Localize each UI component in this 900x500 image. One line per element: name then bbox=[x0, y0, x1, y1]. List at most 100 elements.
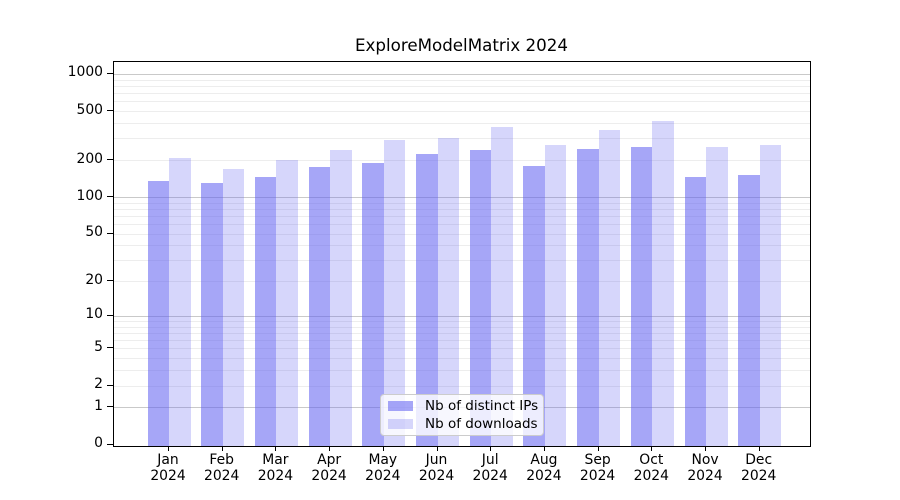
bar-downloads-nov-2024 bbox=[706, 147, 728, 446]
x-tick-label-jul-2024: Jul 2024 bbox=[472, 452, 508, 484]
gridline-2 bbox=[114, 385, 810, 387]
gridline-10 bbox=[114, 315, 810, 317]
gridline-600 bbox=[114, 101, 810, 103]
gridline-700 bbox=[114, 93, 810, 95]
x-tick-label-may-2024: May 2024 bbox=[365, 452, 401, 484]
bar-distinct-ips-apr-2024 bbox=[308, 167, 331, 446]
x-tick-jun-2024 bbox=[436, 446, 438, 451]
bar-downloads-jun-2024 bbox=[437, 137, 459, 446]
bar-distinct-ips-aug-2024 bbox=[523, 165, 545, 446]
gridline-50 bbox=[114, 233, 810, 235]
x-tick-label-apr-2024: Apr 2024 bbox=[311, 452, 347, 484]
x-tick-jan-2024 bbox=[168, 446, 169, 451]
bar-downloads-jul-2024 bbox=[491, 126, 513, 446]
x-tick-may-2024 bbox=[382, 446, 384, 451]
y-tick-1 bbox=[107, 406, 113, 408]
y-tick-label-1: 1 bbox=[94, 397, 103, 414]
bar-distinct-ips-jun-2024 bbox=[416, 153, 438, 446]
gridline-30 bbox=[114, 260, 810, 262]
bar-distinct-ips-jan-2024 bbox=[147, 181, 169, 446]
bar-distinct-ips-feb-2024 bbox=[201, 183, 223, 446]
y-tick-2 bbox=[107, 384, 113, 386]
bar-downloads-dec-2024 bbox=[759, 145, 782, 446]
y-tick-label-2: 2 bbox=[94, 376, 103, 393]
y-tick-200 bbox=[107, 159, 113, 161]
gridline-60 bbox=[114, 224, 810, 225]
gridline-900 bbox=[114, 79, 810, 81]
legend-label-distinct-ips: Nb of distinct IPs bbox=[425, 398, 539, 414]
bar-distinct-ips-may-2024 bbox=[362, 162, 384, 446]
y-tick-label-5: 5 bbox=[94, 338, 103, 355]
legend-label-downloads: Nb of downloads bbox=[425, 416, 538, 432]
y-tick-10 bbox=[107, 314, 113, 316]
gridline-40 bbox=[114, 245, 810, 247]
x-tick-label-dec-2024: Dec 2024 bbox=[741, 452, 777, 484]
x-tick-apr-2024 bbox=[329, 446, 331, 451]
x-tick-dec-2024 bbox=[758, 446, 760, 451]
y-tick-label-500: 500 bbox=[76, 101, 103, 118]
plot-area: Nb of distinct IPs Nb of downloads bbox=[113, 61, 811, 447]
bar-downloads-aug-2024 bbox=[544, 145, 567, 446]
gridline-1000 bbox=[114, 73, 810, 75]
gridline-300 bbox=[114, 138, 810, 140]
y-tick-0 bbox=[107, 443, 113, 445]
bar-downloads-sep-2024 bbox=[598, 130, 621, 446]
y-tick-500 bbox=[107, 110, 113, 112]
y-tick-label-50: 50 bbox=[85, 224, 103, 241]
bar-downloads-jan-2024 bbox=[169, 157, 191, 446]
x-tick-label-jun-2024: Jun 2024 bbox=[418, 452, 455, 484]
gridline-100 bbox=[114, 197, 810, 198]
legend-item-distinct-ips: Nb of distinct IPs bbox=[381, 398, 543, 414]
x-tick-label-feb-2024: Feb 2024 bbox=[204, 452, 240, 484]
x-tick-feb-2024 bbox=[221, 446, 223, 451]
bar-downloads-feb-2024 bbox=[222, 168, 245, 446]
gridline-70 bbox=[114, 215, 810, 217]
bar-downloads-oct-2024 bbox=[652, 121, 674, 446]
gridline-500 bbox=[114, 111, 810, 113]
gridline-3 bbox=[114, 370, 810, 372]
gridline-9 bbox=[114, 321, 810, 322]
legend-swatch-downloads bbox=[388, 419, 413, 429]
bar-distinct-ips-dec-2024 bbox=[738, 175, 760, 446]
x-tick-label-nov-2024: Nov 2024 bbox=[687, 452, 723, 484]
legend-item-downloads: Nb of downloads bbox=[381, 416, 543, 432]
y-tick-100 bbox=[107, 196, 113, 197]
x-tick-mar-2024 bbox=[275, 446, 277, 451]
y-tick-1000 bbox=[107, 72, 113, 74]
y-tick-label-100: 100 bbox=[76, 187, 103, 204]
x-tick-nov-2024 bbox=[705, 446, 706, 451]
x-tick-jul-2024 bbox=[490, 446, 492, 451]
bar-downloads-apr-2024 bbox=[330, 150, 352, 446]
bar-downloads-mar-2024 bbox=[276, 160, 298, 446]
bar-distinct-ips-mar-2024 bbox=[254, 177, 277, 446]
gridline-4 bbox=[114, 358, 810, 360]
y-tick-20 bbox=[107, 280, 113, 282]
gridline-400 bbox=[114, 123, 810, 124]
y-tick-50 bbox=[107, 232, 113, 234]
y-tick-5 bbox=[107, 347, 113, 349]
gridline-80 bbox=[114, 208, 810, 210]
y-tick-label-0: 0 bbox=[94, 435, 103, 451]
gridline-6 bbox=[114, 340, 810, 342]
bar-distinct-ips-sep-2024 bbox=[577, 149, 599, 446]
y-tick-label-20: 20 bbox=[85, 271, 103, 288]
gridline-200 bbox=[114, 160, 810, 162]
x-tick-label-sep-2024: Sep 2024 bbox=[579, 452, 616, 484]
bar-downloads-may-2024 bbox=[383, 140, 406, 446]
gridline-800 bbox=[114, 85, 810, 87]
legend-swatch-distinct-ips bbox=[388, 401, 413, 411]
gridline-5 bbox=[114, 348, 810, 350]
x-tick-label-aug-2024: Aug 2024 bbox=[526, 452, 562, 484]
gridline-90 bbox=[114, 202, 810, 204]
y-tick-label-200: 200 bbox=[76, 150, 103, 167]
y-tick-label-10: 10 bbox=[85, 306, 103, 323]
gridline-8 bbox=[114, 326, 810, 328]
chart-title: ExploreModelMatrix 2024 bbox=[354, 35, 569, 55]
x-tick-label-jan-2024: Jan 2024 bbox=[150, 452, 186, 484]
x-tick-label-oct-2024: Oct 2024 bbox=[633, 452, 669, 484]
y-tick-label-1000: 1000 bbox=[67, 64, 103, 81]
x-tick-oct-2024 bbox=[651, 446, 653, 451]
legend: Nb of distinct IPs Nb of downloads bbox=[380, 394, 544, 436]
bar-distinct-ips-nov-2024 bbox=[684, 177, 706, 446]
